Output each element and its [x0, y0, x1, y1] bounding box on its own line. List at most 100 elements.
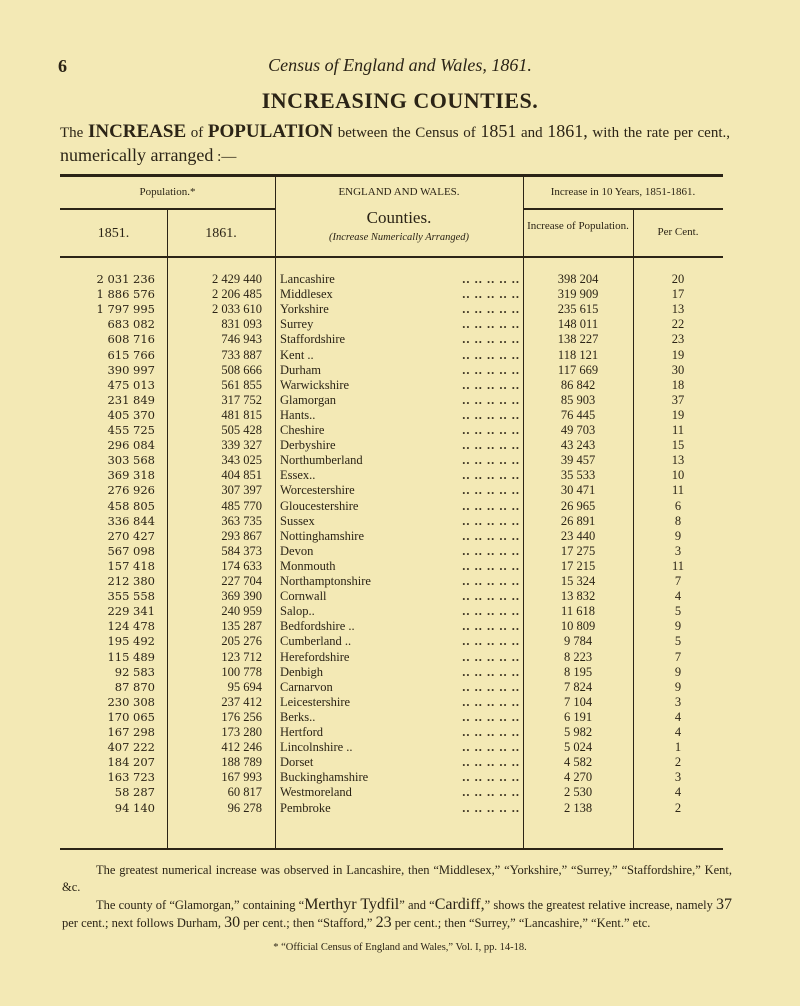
county-name: .. .. .. .. .. Buckinghamshire	[280, 770, 520, 785]
table-row: 615 766 733 887 .. .. .. .. .. Kent .. 118 1…	[60, 347, 723, 362]
county-label: Salop..	[280, 604, 319, 619]
increase-value: 2 530	[563, 785, 593, 800]
county-label: Westmoreland	[280, 785, 356, 800]
header-bottom-rule	[60, 256, 723, 258]
county-name: .. .. .. .. .. Northumberland	[280, 453, 520, 468]
table-row: 163 723 167 993 .. .. .. .. .. Buckinghamsh…	[60, 770, 723, 785]
county-label: Berks..	[280, 709, 320, 724]
percent-value: 10	[671, 468, 685, 483]
percent-value: 20	[671, 272, 685, 286]
percent-value: 17	[671, 287, 685, 302]
percent-value: 18	[671, 377, 685, 392]
increase-value: 23 440	[560, 528, 596, 543]
increase-value: 138 227	[557, 332, 599, 347]
increase-value: 15 324	[560, 574, 596, 588]
increase-value: 85 903	[560, 392, 596, 407]
percent-value: 5	[674, 634, 682, 649]
increase-value: 7 824	[563, 679, 593, 694]
dot-leader: .. .. .. .. ..	[462, 498, 520, 513]
county-label: Sussex	[280, 513, 319, 528]
percent-value: 11	[671, 423, 685, 437]
table-row: 167 298 173 280 .. .. .. .. .. Hertford 5 98…	[60, 725, 723, 739]
population-1861: 363 735	[221, 513, 262, 528]
population-1851: 1 797 995	[96, 302, 155, 317]
population-1851: 124 478	[107, 619, 155, 634]
county-label: Buckinghamshire	[280, 770, 373, 785]
note-fragment: 37	[716, 896, 732, 913]
percent-value: 4	[674, 785, 682, 800]
header-1851: 1851.	[97, 226, 130, 241]
header-1861: 1861.	[205, 226, 237, 241]
county-label: Leicestershire	[280, 694, 355, 709]
dot-leader: .. .. .. .. ..	[462, 800, 520, 815]
county-label: Yorkshire	[280, 302, 333, 317]
population-1851: 115 489	[107, 649, 155, 664]
county-label: Northamptonshire	[280, 574, 375, 588]
percent-value: 7	[674, 574, 682, 588]
population-1851: 2 031 236	[96, 272, 155, 286]
increase-value: 86 842	[560, 377, 596, 392]
county-label: Gloucestershire	[280, 498, 363, 513]
county-label: Cornwall	[280, 589, 331, 604]
dot-leader: .. .. .. .. ..	[462, 574, 520, 588]
county-name: .. .. .. .. .. Leicestershire	[280, 694, 520, 709]
population-1851: 92 583	[114, 664, 155, 679]
county-name: .. .. .. .. .. Essex..	[280, 468, 520, 483]
population-1851: 167 298	[107, 725, 155, 739]
county-name: .. .. .. .. .. Lancashire	[280, 272, 520, 286]
intro-fragment: INCREASE	[87, 121, 187, 142]
increase-value: 26 891	[560, 513, 596, 528]
dot-leader: .. .. .. .. ..	[462, 755, 520, 770]
table-row: 407 222 412 246 .. .. .. .. .. Lincolnshire…	[60, 740, 723, 755]
population-1851: 270 427	[107, 528, 155, 543]
county-label: Dorset	[280, 755, 318, 770]
county-label: Devon	[280, 543, 318, 558]
population-1851: 303 568	[107, 453, 155, 468]
county-label: Lincolnshire ..	[280, 740, 357, 755]
percent-value: 2	[674, 755, 682, 770]
population-1851: 615 766	[107, 347, 155, 362]
population-1861: 508 666	[221, 362, 262, 377]
county-name: .. .. .. .. .. Warwickshire	[280, 377, 520, 392]
increase-value: 4 582	[563, 755, 593, 770]
note-fragment: 30	[224, 914, 241, 931]
county-name: .. .. .. .. .. Middlesex	[280, 287, 520, 302]
note-fragment: Merthyr Tydfil	[304, 896, 400, 913]
percent-value: 9	[674, 679, 682, 694]
increase-value: 49 703	[560, 423, 596, 437]
dot-leader: .. .. .. .. ..	[462, 377, 520, 392]
population-1861: 135 287	[221, 619, 262, 634]
increase-value: 319 909	[557, 287, 599, 302]
footnote: * “Official Census of England and Wales,…	[273, 942, 527, 953]
header-population: Population.*	[139, 186, 196, 198]
county-label: Denbigh	[280, 664, 328, 679]
increase-value: 17 275	[560, 543, 596, 558]
note-fragment: Cardiff,	[434, 896, 485, 913]
population-1851: 369 318	[107, 468, 155, 483]
county-name: .. .. .. .. .. Nottinghamshire	[280, 528, 520, 543]
population-1861: 584 373	[221, 543, 262, 558]
dot-leader: .. .. .. .. ..	[462, 694, 520, 709]
population-1851: 195 492	[107, 634, 155, 649]
population-1861: 2 429 440	[212, 272, 262, 286]
population-1851: 608 716	[107, 332, 155, 347]
county-name: .. .. .. .. .. Hertford	[280, 725, 520, 739]
dot-leader: .. .. .. .. ..	[462, 272, 520, 286]
increase-value: 43 243	[560, 438, 596, 453]
dot-leader: .. .. .. .. ..	[462, 392, 520, 407]
dot-leader: .. .. .. .. ..	[462, 725, 520, 739]
population-1851: 296 084	[107, 438, 155, 453]
county-name: .. .. .. .. .. Sussex	[280, 513, 520, 528]
table-row: 355 558 369 390 .. .. .. .. .. Cornwall 13 8…	[60, 589, 723, 604]
increase-value: 30 471	[560, 483, 596, 498]
dot-leader: .. .. .. .. ..	[462, 483, 520, 498]
increase-value: 35 533	[560, 468, 596, 483]
percent-value: 3	[674, 543, 682, 558]
county-name: .. .. .. .. .. Northamptonshire	[280, 574, 520, 588]
population-1851: 1 886 576	[96, 287, 155, 302]
county-label: Cheshire	[280, 423, 329, 437]
table-top-rule	[60, 174, 723, 177]
notes: The greatest numerical increase was obse…	[62, 862, 732, 932]
population-1851: 58 287	[114, 785, 155, 800]
population-1851: 184 207	[107, 755, 155, 770]
